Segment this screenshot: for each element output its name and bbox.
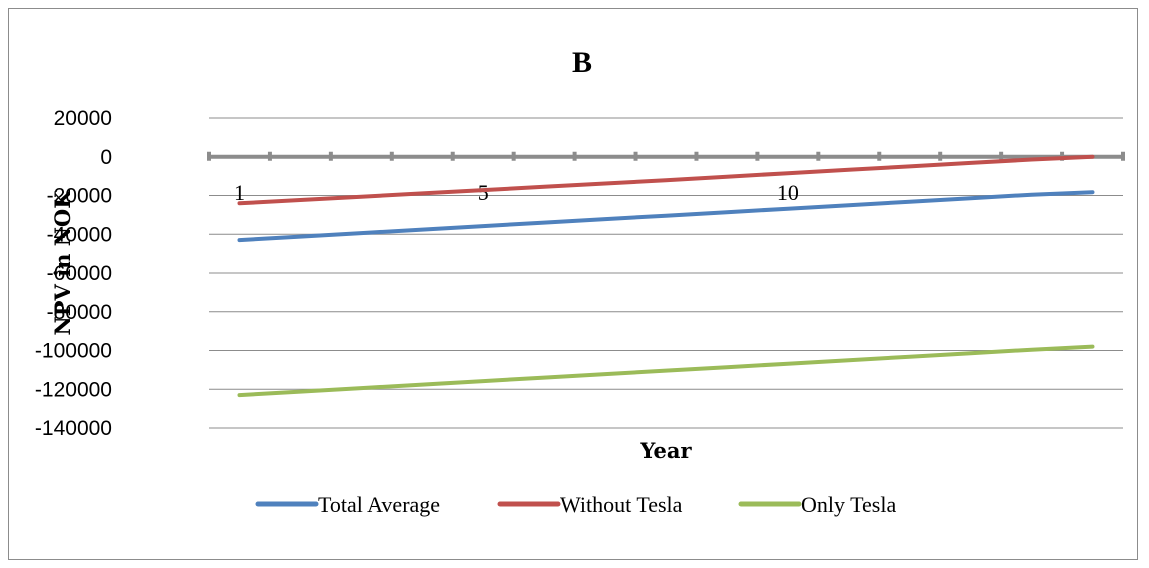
legend: Total Average Without Tesla Only Tesla — [255, 492, 896, 517]
x-tick-labels: 1 5 10 — [234, 180, 799, 205]
series-line — [237, 344, 1095, 398]
y-axis-label: NPV in NOK — [50, 190, 75, 336]
y-tick-label: -60000 — [47, 262, 112, 285]
legend-label: Without Tesla — [560, 492, 683, 517]
y-tick-labels: 20000 0 -20000 -40000 -60000 -80000 -100000 -12… — [35, 107, 112, 440]
series-line — [237, 154, 1095, 206]
y-tick-label: -140000 — [35, 417, 112, 440]
x-tick-label: 1 — [234, 180, 245, 205]
y-tick-label: -80000 — [47, 301, 112, 324]
legend-label: Total Average — [318, 492, 440, 517]
series-line — [237, 190, 1095, 243]
y-tick-label: 20000 — [54, 107, 112, 130]
x-tick-label: 10 — [777, 180, 799, 205]
gridlines — [209, 117, 1123, 429]
chart-frame — [8, 8, 1138, 560]
chart-title: B — [572, 46, 592, 79]
y-tick-label: -40000 — [47, 223, 112, 246]
y-tick-label: 0 — [100, 146, 112, 169]
x-tick-label: 5 — [478, 180, 489, 205]
y-tick-label: -20000 — [47, 185, 112, 208]
y-tick-label: -120000 — [35, 378, 112, 401]
x-axis-label: Year — [639, 438, 692, 463]
legend-label: Only Tesla — [801, 492, 896, 517]
y-tick-label: -100000 — [35, 340, 112, 363]
series-lines — [237, 154, 1095, 398]
x-axis — [207, 151, 1125, 161]
